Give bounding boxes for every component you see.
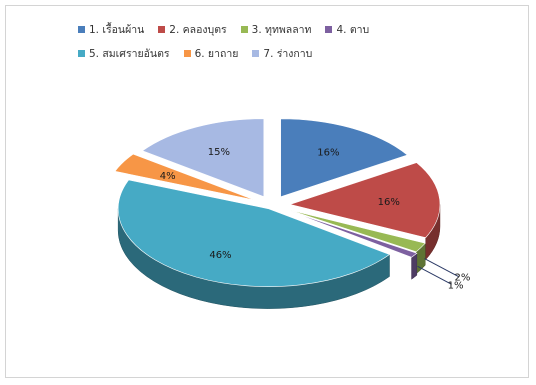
data-label: 46% bbox=[209, 250, 231, 261]
data-label: 1% bbox=[448, 280, 464, 291]
legend-swatch bbox=[78, 25, 85, 33]
data-label: 16% bbox=[378, 197, 400, 208]
chart-legend: 1. เรื้อนผ้าน 2. คลองบุตร 3. ทุทพลลาท 4. ตา… bbox=[78, 20, 448, 62]
legend-item: 7. ร่างกาบ bbox=[252, 44, 312, 62]
legend-label: 4. ตาบ bbox=[336, 23, 370, 36]
pie-slice bbox=[288, 162, 441, 238]
data-label: 16% bbox=[317, 148, 339, 159]
legend-swatch bbox=[240, 25, 248, 33]
legend-swatch bbox=[158, 25, 166, 33]
legend-label: 5. สมเศรายอันตร bbox=[89, 47, 170, 60]
legend-item: 4. ตาบ bbox=[325, 20, 369, 38]
legend-label: 3. ทุทพลลาท bbox=[251, 23, 312, 36]
legend-swatch bbox=[252, 49, 260, 57]
pie-slice bbox=[289, 209, 426, 253]
legend-label: 6. ยาถาย bbox=[194, 47, 239, 60]
legend-swatch bbox=[78, 49, 85, 57]
legend-label: 2. คลองบุตร bbox=[169, 23, 227, 36]
legend-item: 6. ยาถาย bbox=[183, 44, 239, 62]
data-label: 4% bbox=[160, 171, 176, 182]
pie-slice bbox=[141, 118, 265, 198]
pie-slice bbox=[114, 153, 255, 201]
legend-item: 5. สมเศรายอันตร bbox=[78, 44, 170, 62]
data-label-leader bbox=[424, 258, 459, 278]
legend-swatch bbox=[325, 25, 333, 33]
data-label: 15% bbox=[208, 147, 230, 158]
legend-swatch bbox=[183, 49, 191, 57]
pie-slice bbox=[290, 211, 418, 258]
data-label: 2% bbox=[455, 273, 471, 284]
pie-slice bbox=[280, 118, 408, 198]
legend-label: 1. เรื้อนผ้าน bbox=[89, 23, 145, 36]
legend-item: 3. ทุทพลลาท bbox=[240, 20, 312, 38]
legend-label: 7. ร่างกาบ bbox=[263, 47, 313, 60]
data-label-leader bbox=[417, 265, 452, 285]
legend-item: 2. คลองบุตร bbox=[158, 20, 227, 38]
legend-item: 1. เรื้อนผ้าน bbox=[78, 20, 144, 38]
pie-slice-side bbox=[411, 252, 418, 280]
pie-slice bbox=[117, 179, 391, 287]
chart-frame bbox=[5, 5, 529, 378]
